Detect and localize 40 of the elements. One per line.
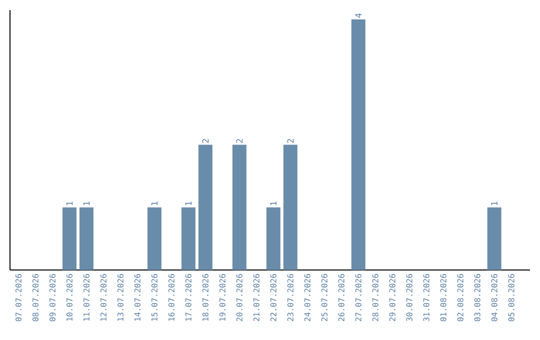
x-tick-label: 27.07.2026 <box>355 274 362 322</box>
x-tick-label: 15.07.2026 <box>151 274 158 321</box>
x-tick-label: 04.08.2026 <box>491 274 498 322</box>
x-tick-label: 19.07.2026 <box>219 274 226 321</box>
data-label: 1 <box>491 202 498 206</box>
data-label: 1 <box>83 202 90 206</box>
x-tick-label: 23.07.2026 <box>287 274 294 322</box>
x-tick-label: 26.07.2026 <box>338 274 344 322</box>
data-label: 2 <box>202 139 209 143</box>
x-tick-label: 30.07.2026 <box>406 274 412 322</box>
x-tick-label: 21.07.2026 <box>253 274 260 322</box>
x-tick-label: 13.07.2026 <box>117 274 124 321</box>
x-tick-label: 05.08.2026 <box>508 274 514 322</box>
data-label: 4 <box>355 13 362 18</box>
x-tick-label: 24.07.2026 <box>304 274 310 322</box>
data-label: 2 <box>287 139 294 143</box>
x-tick-label: 02.08.2026 <box>457 274 464 322</box>
data-label: 2 <box>236 139 243 143</box>
x-tick-label: 10.07.2026 <box>66 274 72 321</box>
data-label: 1 <box>185 202 192 206</box>
x-tick-label: 29.07.2026 <box>389 274 396 322</box>
x-tick-label: 12.07.2026 <box>100 274 106 321</box>
data-label: 1 <box>151 202 158 206</box>
x-tick-label: 07.07.2026 <box>15 274 22 322</box>
x-tick-label: 28.07.2026 <box>372 274 378 322</box>
data-label: 1 <box>66 202 73 206</box>
x-tick-label: 11.07.2026 <box>83 274 90 321</box>
x-tick-label: 25.07.2026 <box>321 274 328 322</box>
x-tick-label: 18.07.2026 <box>202 274 208 321</box>
x-tick-label: 16.07.2026 <box>168 274 174 321</box>
x-tick-label: 22.07.2026 <box>270 274 276 322</box>
x-tick-label: 08.07.2026 <box>32 274 39 322</box>
x-tick-label: 31.07.2026 <box>423 274 430 322</box>
x-tick-label: 20.07.2026 <box>236 274 242 322</box>
data-label: 1 <box>270 202 276 206</box>
x-tick-label: 01.08.2026 <box>440 274 446 322</box>
x-tick-label: 14.07.2026 <box>134 274 140 321</box>
x-tick-label: 09.07.2026 <box>49 274 56 322</box>
x-tick-label: 17.07.2026 <box>185 274 192 321</box>
x-tick-label: 03.08.2026 <box>474 274 480 322</box>
